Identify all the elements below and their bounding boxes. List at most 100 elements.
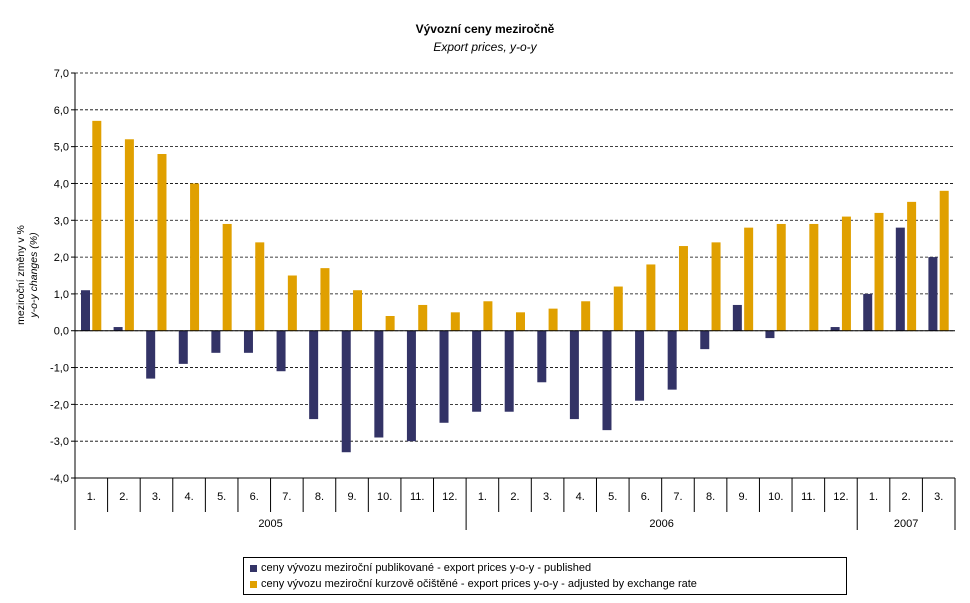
x-tick-label: 10. <box>768 491 783 503</box>
legend-swatch-published <box>250 564 257 572</box>
year-label: 2005 <box>258 518 282 530</box>
bar-published <box>472 330 482 412</box>
bar-adjusted <box>646 264 656 331</box>
bar-published <box>667 330 677 390</box>
bar-adjusted <box>320 268 330 331</box>
x-tick-label: 6. <box>250 491 259 503</box>
x-tick-label: 8. <box>706 491 715 503</box>
bar-published <box>895 227 905 331</box>
bar-published <box>732 304 742 331</box>
year-label: 2006 <box>649 518 673 530</box>
x-tick-label: 12. <box>442 491 457 503</box>
bar-adjusted <box>92 120 102 331</box>
y-tick-label: -2,0 <box>50 399 69 411</box>
legend-item-published: ceny vývozu meziroční publikované - expo… <box>250 560 846 576</box>
x-tick-label: 4. <box>184 491 193 503</box>
x-tick-label: 11. <box>410 491 424 503</box>
x-tick-label: 7. <box>282 491 291 503</box>
bar-adjusted <box>190 183 200 331</box>
bar-adjusted <box>353 290 363 331</box>
x-tick-label: 3. <box>934 491 943 503</box>
x-tick-label: 5. <box>217 491 226 503</box>
bar-published <box>928 257 938 331</box>
bar-published <box>341 330 351 453</box>
bar-adjusted <box>287 275 297 331</box>
bar-adjusted <box>483 301 493 331</box>
bar-adjusted <box>222 223 232 331</box>
bar-adjusted <box>385 316 395 331</box>
bar-adjusted <box>450 312 460 331</box>
x-tick-label: 6. <box>641 491 650 503</box>
y-axis-label-line1: meziroční změny v % <box>15 225 27 325</box>
x-tick-labels: 1. 2. 3. 4. 5. 6. 7. 8. 9. 10. 11. 12. 1. 2. 3. 4. 5. 6. 7… <box>87 491 944 530</box>
x-tick-label: 12. <box>833 491 848 503</box>
x-tick-label: 3. <box>543 491 552 503</box>
bars <box>81 120 949 453</box>
bar-adjusted <box>418 304 428 331</box>
y-tick-label: -3,0 <box>50 436 69 448</box>
bar-adjusted <box>613 286 623 331</box>
y-tick-label: 6,0 <box>54 105 69 117</box>
bar-published <box>243 330 253 353</box>
y-tick-labels: 7,0 6,0 5,0 4,0 3,0 2,0 1,0 0,0 -1,0 -2,0 -3,0 -4,0 <box>50 68 69 485</box>
bar-adjusted <box>516 312 525 331</box>
legend-label-published: ceny vývozu meziroční publikované - expo… <box>261 562 592 574</box>
x-tick-label: 5. <box>608 491 617 503</box>
x-tick-label: 11. <box>801 491 815 503</box>
bar-published <box>374 330 384 438</box>
bar-adjusted <box>124 139 134 331</box>
bar-published <box>406 330 416 442</box>
y-tick-label: 7,0 <box>54 68 69 80</box>
x-tick-label: 2. <box>902 491 911 503</box>
x-tick-label: 7. <box>673 491 682 503</box>
x-tick-label: 9. <box>347 491 356 503</box>
bar-adjusted <box>907 201 917 331</box>
bar-published <box>439 330 449 423</box>
bar-published <box>602 330 612 431</box>
bar-adjusted <box>939 190 949 331</box>
legend-label-adjusted: ceny vývozu meziroční kurzově očištěné -… <box>261 578 697 590</box>
bar-adjusted <box>581 301 591 331</box>
x-tick-label: 1. <box>87 491 96 503</box>
legend-item-adjusted: ceny vývozu meziroční kurzově očištěné -… <box>250 576 846 592</box>
bar-published <box>309 330 319 420</box>
x-tick-label: 9. <box>739 491 748 503</box>
bar-adjusted <box>711 242 721 331</box>
chart-title: Vývozní ceny meziročně <box>416 22 555 36</box>
y-tick-label: 3,0 <box>54 215 69 227</box>
bar-adjusted <box>809 223 819 331</box>
bar-adjusted <box>841 216 851 331</box>
x-tick-label: 1. <box>869 491 878 503</box>
legend-swatch-adjusted <box>250 580 257 588</box>
y-axis-label: meziroční změny v % y-o-y changes (%) <box>15 225 40 325</box>
y-tick-label: 1,0 <box>54 289 69 301</box>
y-tick-label: 2,0 <box>54 252 69 264</box>
bar-published <box>765 330 775 339</box>
y-tick-label: -1,0 <box>50 363 69 375</box>
bar-published <box>81 290 90 331</box>
x-tick-label: 4. <box>576 491 585 503</box>
x-tick-label: 2. <box>119 491 128 503</box>
y-tick-label: 4,0 <box>54 178 69 190</box>
legend: ceny vývozu meziroční publikované - expo… <box>243 557 847 595</box>
bar-published <box>276 330 286 372</box>
x-tick-label: 8. <box>315 491 324 503</box>
bar-adjusted <box>776 223 786 331</box>
y-tick-label: -4,0 <box>50 473 69 485</box>
bar-published <box>504 330 514 412</box>
bar-adjusted <box>678 246 688 331</box>
bar-adjusted <box>874 212 884 331</box>
y-axis-label-line2: y-o-y changes (%) <box>28 232 40 318</box>
axes <box>71 72 956 530</box>
bar-published <box>146 330 156 379</box>
bar-published <box>830 327 840 331</box>
bar-adjusted <box>548 308 558 331</box>
y-tick-label: 0,0 <box>54 326 69 338</box>
gridlines <box>75 72 955 442</box>
x-tick-label: 1. <box>478 491 487 503</box>
bar-published <box>700 330 710 350</box>
x-tick-label: 3. <box>152 491 161 503</box>
x-tick-label: 10. <box>377 491 392 503</box>
bar-published <box>178 330 188 364</box>
